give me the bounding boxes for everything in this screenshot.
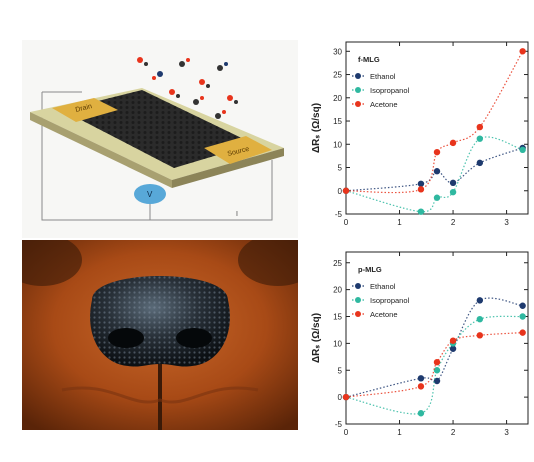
left-nostril xyxy=(108,328,144,348)
y-tick-label: 0 xyxy=(338,393,343,402)
gas-molecules xyxy=(137,57,238,119)
x-tick-label: 2 xyxy=(451,428,456,437)
data-point-acetone xyxy=(519,329,526,336)
data-point-acetone xyxy=(476,123,484,131)
data-point-acetone xyxy=(519,48,526,55)
data-point-ethanol xyxy=(417,180,425,187)
data-point-ethanol xyxy=(417,375,425,382)
device-illustration: Drain Source V I xyxy=(22,40,298,238)
data-point-acetone xyxy=(433,148,441,156)
chart-title: f-MLG xyxy=(358,55,380,64)
chart-p-mlg: -5 0 5 10 15 20 25 0 1 2 3 ΔRₛ (Ω/sq) p-MLG Ethanol Is… xyxy=(306,244,534,444)
legend-label-isopropanol: Isopropanol xyxy=(370,86,410,95)
y-tick-label: 0 xyxy=(338,187,343,196)
y-tick-label: 25 xyxy=(333,259,342,268)
data-point-ethanol xyxy=(476,297,484,304)
current-label: I xyxy=(236,211,238,218)
series-line-ethanol xyxy=(345,147,523,192)
x-tick-label: 3 xyxy=(504,428,509,437)
dog-nose-photo xyxy=(22,240,298,430)
data-point-acetone xyxy=(342,393,350,401)
data-point-isopropanol xyxy=(417,410,425,417)
data-point-isopropanol xyxy=(519,146,526,154)
data-point-ethanol xyxy=(476,159,484,167)
data-point-acetone xyxy=(449,337,457,344)
data-point-ethanol xyxy=(449,345,457,352)
y-axis-label: ΔRₛ (Ω/sq) xyxy=(311,103,322,153)
series-acetone xyxy=(342,48,526,194)
x-tick-label: 0 xyxy=(344,218,349,227)
data-point-ethanol xyxy=(519,302,526,309)
y-tick-label: 10 xyxy=(333,339,342,348)
data-point-ethanol xyxy=(433,168,441,175)
x-tick-label: 2 xyxy=(451,218,456,227)
legend-marker-acetone xyxy=(355,311,361,317)
legend-marker-acetone xyxy=(355,101,361,107)
data-point-isopropanol xyxy=(476,315,484,323)
dog-nose-image xyxy=(22,240,298,430)
data-point-ethanol xyxy=(433,377,441,385)
x-tick-label: 3 xyxy=(504,218,509,227)
data-point-acetone xyxy=(433,358,441,366)
graphene-sensor-diagram: Drain Source V I xyxy=(30,57,284,221)
plot-frame xyxy=(345,41,529,215)
voltmeter-label: V xyxy=(147,190,153,199)
y-tick-label: -5 xyxy=(335,210,343,219)
x-tick-label: 1 xyxy=(397,428,402,437)
y-tick-label: 20 xyxy=(333,94,342,103)
y-tick-label: 10 xyxy=(333,140,342,149)
legend-marker-isopropanol xyxy=(355,87,361,93)
y-tick-label: 25 xyxy=(333,71,342,80)
y-axis-label: ΔRₛ (Ω/sq) xyxy=(311,313,322,363)
drain-label: Drain xyxy=(75,103,93,114)
y-tick-label: 15 xyxy=(333,313,342,322)
y-tick-label: 30 xyxy=(333,47,342,56)
circuit-wire xyxy=(41,92,273,221)
legend-label-acetone: Acetone xyxy=(370,100,398,109)
data-point-isopropanol xyxy=(433,367,441,374)
series-line-acetone xyxy=(345,51,524,194)
data-point-ethanol xyxy=(449,179,457,187)
y-tick-label: 20 xyxy=(333,286,342,295)
data-point-acetone xyxy=(342,187,350,194)
chart-f-mlg: -5 0 5 10 15 20 25 30 0 1 2 3 ΔRₛ (Ω/sq) f-MLG Ethanol… xyxy=(306,34,534,234)
y-tick-label: 15 xyxy=(333,117,342,126)
y-tick-label: 5 xyxy=(338,164,343,173)
data-point-acetone xyxy=(417,186,425,193)
data-point-acetone xyxy=(476,332,484,339)
data-point-isopropanol xyxy=(449,188,457,196)
y-tick-label: -5 xyxy=(335,420,343,429)
chart-title: p-MLG xyxy=(358,265,382,274)
voltmeter-icon xyxy=(134,184,166,204)
plot-frame xyxy=(345,251,529,425)
right-nostril xyxy=(176,328,212,348)
legend-label-ethanol: Ethanol xyxy=(370,72,396,81)
data-point-isopropanol xyxy=(476,135,484,142)
series-ethanol xyxy=(342,297,526,401)
data-point-acetone xyxy=(417,383,425,390)
legend-label-ethanol: Ethanol xyxy=(370,282,396,291)
y-tick-label: 5 xyxy=(338,366,343,375)
series-line-isopropanol xyxy=(345,315,523,415)
legend-label-isopropanol: Isopropanol xyxy=(370,296,410,305)
x-tick-label: 1 xyxy=(397,218,402,227)
data-point-isopropanol xyxy=(433,194,441,201)
data-point-acetone xyxy=(449,139,457,147)
legend-marker-ethanol xyxy=(355,283,361,289)
series-acetone xyxy=(342,329,526,401)
legend-marker-isopropanol xyxy=(355,297,361,303)
drain-electrode xyxy=(52,98,118,122)
data-point-isopropanol xyxy=(519,313,526,320)
source-electrode xyxy=(204,136,272,164)
x-tick-label: 0 xyxy=(344,428,349,437)
data-point-isopropanol xyxy=(417,208,425,215)
legend-marker-ethanol xyxy=(355,73,361,79)
legend-label-acetone: Acetone xyxy=(370,310,398,319)
